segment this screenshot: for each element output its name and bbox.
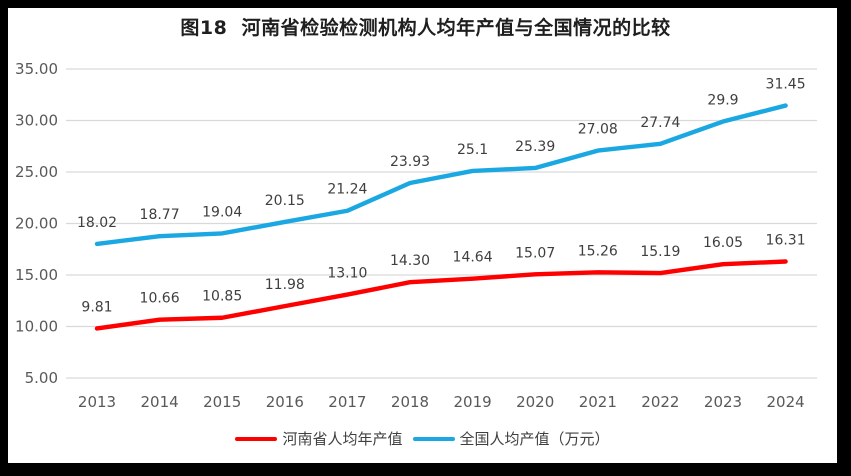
x-axis-tick-label: 2015	[203, 393, 241, 411]
data-point-label-1: 18.77	[140, 207, 180, 223]
data-point-label-1: 19.04	[202, 204, 242, 220]
y-axis-tick-label: 5.00	[25, 369, 58, 387]
data-point-label-0: 15.26	[578, 243, 618, 259]
data-point-label-1: 21.24	[327, 182, 367, 198]
y-axis-tick-label: 10.00	[15, 318, 58, 336]
chart-legend: 河南省人均年产值 全国人均产值（万元）	[8, 428, 837, 449]
data-point-label-1: 18.02	[77, 215, 117, 231]
legend-label-national: 全国人均产值（万元）	[459, 430, 610, 448]
series-line-1	[94, 103, 788, 247]
data-point-label-0: 14.30	[390, 253, 430, 269]
data-point-label-0: 16.05	[703, 235, 743, 251]
y-axis-tick-label: 20.00	[15, 215, 58, 233]
x-axis-tick-label: 2019	[454, 393, 492, 411]
x-axis-tick-label: 2016	[266, 393, 304, 411]
data-point-label-0: 16.31	[766, 233, 806, 249]
data-point-label-1: 29.9	[707, 93, 738, 109]
x-axis-tick-label: 2024	[767, 393, 805, 411]
y-axis-tick-label: 25.00	[15, 163, 58, 181]
data-point-label-0: 15.19	[640, 244, 680, 260]
x-axis-tick-label: 2022	[641, 393, 679, 411]
legend-label-henan: 河南省人均年产值	[282, 430, 403, 448]
series-line-0	[94, 259, 788, 331]
data-point-label-0: 15.07	[515, 245, 555, 261]
legend-swatch-national	[412, 436, 455, 441]
data-point-label-0: 10.66	[140, 291, 180, 307]
x-axis-tick-label: 2017	[328, 393, 366, 411]
data-point-label-1: 25.1	[457, 142, 488, 158]
data-point-label-0: 9.81	[81, 299, 112, 315]
data-point-label-1: 23.93	[390, 154, 430, 170]
x-axis-tick-label: 2014	[141, 393, 179, 411]
y-axis-tick-label: 35.00	[15, 60, 58, 78]
chart-background	[8, 8, 837, 463]
legend-item-henan: 河南省人均年产值	[235, 428, 403, 449]
data-point-label-0: 14.64	[453, 250, 493, 266]
x-axis-tick-label: 2021	[579, 393, 617, 411]
chart-title: 图18 河南省检验检测机构人均年产值与全国情况的比较	[180, 17, 671, 39]
x-axis-tick-label: 2013	[78, 393, 116, 411]
data-point-label-0: 11.98	[265, 277, 305, 293]
data-point-label-1: 25.39	[515, 139, 555, 155]
x-axis-tick-label: 2020	[516, 393, 554, 411]
data-point-label-1: 27.08	[578, 122, 618, 138]
data-point-label-1: 20.15	[265, 193, 305, 209]
y-axis-tick-label: 30.00	[15, 112, 58, 130]
legend-swatch-henan	[235, 436, 278, 441]
legend-item-national: 全国人均产值（万元）	[412, 428, 610, 449]
data-point-label-1: 31.45	[766, 77, 806, 93]
x-axis-tick-label: 2018	[391, 393, 429, 411]
x-axis-tick-label: 2023	[704, 393, 742, 411]
y-axis-tick-label: 15.00	[15, 266, 58, 284]
data-point-label-0: 10.85	[202, 289, 242, 305]
data-point-label-0: 13.10	[327, 266, 367, 282]
data-point-label-1: 27.74	[640, 115, 680, 131]
